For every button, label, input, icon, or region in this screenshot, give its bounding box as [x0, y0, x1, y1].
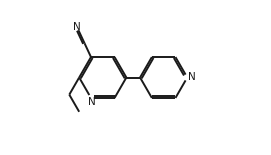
Text: N: N — [188, 73, 195, 82]
Text: N: N — [73, 22, 81, 32]
Text: N: N — [88, 97, 96, 107]
